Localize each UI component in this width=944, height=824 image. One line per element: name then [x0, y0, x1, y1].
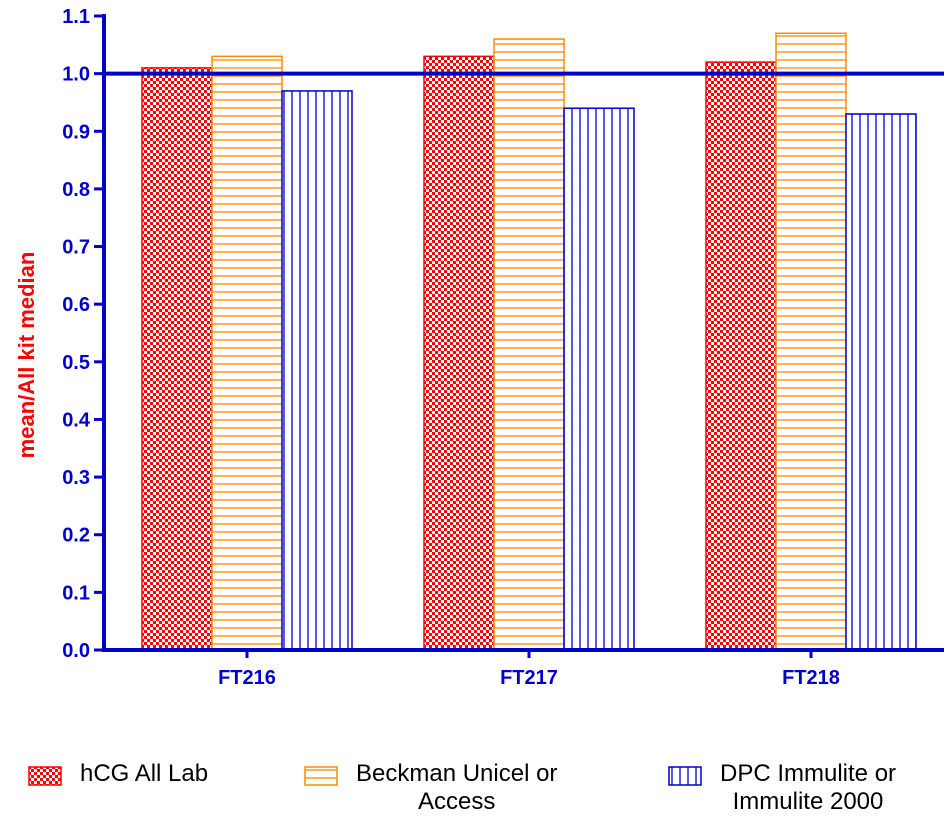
y-tick-label: 0.4 — [62, 409, 91, 431]
legend-label: hCG All Lab — [80, 760, 209, 787]
legend-swatch-horizontal — [304, 766, 338, 786]
bar-ft218-series-1 — [775, 32, 847, 651]
x-tick-label: FT218 — [782, 667, 840, 689]
bar-ft217-series-1 — [493, 38, 565, 651]
y-tick-label: 0.1 — [62, 582, 90, 604]
bar-chart: FT216 FT217 FT218 0.0 0.1 0.2 0.3 0.4 0.5 0.6 0.7 0… — [14, 6, 944, 689]
x-tick-label: FT216 — [218, 667, 276, 689]
legend-item-dpc: DPC Immulite or Immulite 2000 — [668, 760, 896, 816]
plot-area: FT216 FT217 FT218 0.0 0.1 0.2 0.3 0.4 0.5 0.6 0.7 0… — [62, 6, 944, 689]
legend-item-beckman: Beckman Unicel or Access — [304, 760, 557, 816]
x-tick-label: FT217 — [500, 667, 558, 689]
legend-item-hcg-all-lab: hCG All Lab — [28, 760, 208, 788]
y-tick-label: 0.0 — [62, 640, 90, 662]
y-axis-label: mean/All kit median — [14, 252, 39, 459]
bar-ft216-series-0 — [141, 67, 213, 651]
y-tick-label: 0.6 — [62, 294, 90, 316]
bar-ft217-series-0 — [423, 55, 495, 651]
y-tick-label: 0.3 — [62, 467, 90, 489]
bar-ft216-series-2 — [281, 90, 353, 651]
legend-label: Beckman Unicel or Access — [356, 760, 558, 815]
y-tick-label: 1.1 — [62, 6, 90, 28]
bar-ft218-series-0 — [705, 61, 777, 651]
y-tick-label: 1.0 — [62, 64, 90, 86]
y-tick-label: 0.7 — [62, 237, 90, 259]
bar-ft217-series-2 — [563, 107, 635, 651]
y-tick-label: 0.2 — [62, 525, 90, 547]
y-tick-label: 0.9 — [62, 121, 90, 143]
bar-ft218-series-2 — [845, 113, 917, 651]
y-tick-label: 0.8 — [62, 179, 90, 201]
legend: hCG All Lab Beckman Unicel or Access DPC… — [0, 760, 944, 824]
legend-label: DPC Immulite or Immulite 2000 — [720, 760, 897, 815]
legend-swatch-checker — [28, 766, 62, 786]
bar-ft216-series-1 — [211, 55, 283, 651]
legend-swatch-vertical — [668, 766, 702, 786]
y-tick-label: 0.5 — [62, 352, 90, 374]
